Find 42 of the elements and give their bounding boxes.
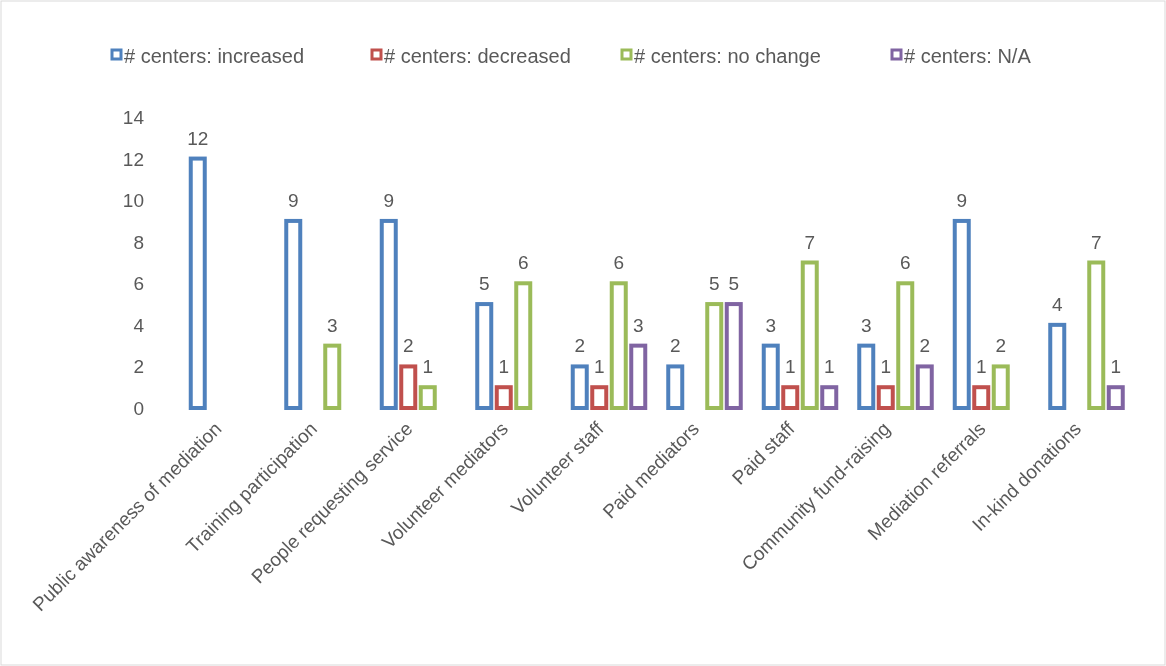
legend-label: # centers: N/A bbox=[904, 45, 1032, 67]
data-label: 2 bbox=[402, 335, 414, 357]
y-tick-label: 2 bbox=[133, 356, 144, 378]
data-label: 1 bbox=[975, 356, 987, 378]
data-label: 2 bbox=[995, 335, 1007, 357]
y-tick-label: 0 bbox=[133, 398, 144, 419]
data-label: 6 bbox=[899, 252, 911, 274]
data-label: 9 bbox=[383, 189, 395, 211]
data-label: 5 bbox=[708, 273, 720, 295]
data-label: 9 bbox=[287, 189, 299, 211]
data-label: 1 bbox=[823, 356, 835, 378]
data-label: 7 bbox=[804, 231, 816, 253]
y-tick-label: 10 bbox=[122, 190, 144, 212]
data-label: 9 bbox=[956, 189, 968, 211]
data-label: 1 bbox=[498, 356, 510, 378]
data-label: 3 bbox=[326, 314, 338, 336]
data-label: 3 bbox=[860, 314, 872, 336]
y-tick-label: 6 bbox=[133, 273, 144, 295]
legend-label: # centers: decreased bbox=[384, 45, 571, 67]
y-tick-label: 4 bbox=[133, 314, 145, 336]
data-label: 12 bbox=[187, 127, 209, 149]
data-label: 1 bbox=[593, 356, 605, 378]
data-label: 1 bbox=[784, 356, 796, 378]
data-label: 3 bbox=[632, 314, 644, 336]
data-label: 2 bbox=[669, 335, 681, 357]
data-label: 2 bbox=[574, 335, 586, 357]
data-label: 5 bbox=[728, 273, 740, 295]
legend-label: # centers: increased bbox=[124, 45, 305, 67]
data-label: 6 bbox=[517, 252, 529, 274]
data-label: 7 bbox=[1090, 231, 1102, 253]
data-label: 1 bbox=[880, 356, 892, 378]
legend-label: # centers: no change bbox=[634, 45, 821, 67]
data-label: 3 bbox=[765, 314, 777, 336]
y-tick-label: 12 bbox=[122, 148, 144, 170]
data-label: 1 bbox=[422, 356, 434, 378]
data-label: 6 bbox=[613, 252, 625, 274]
data-label: 1 bbox=[1110, 356, 1122, 378]
data-label: 2 bbox=[919, 335, 931, 357]
y-tick-label: 8 bbox=[133, 231, 144, 253]
data-label: 5 bbox=[478, 273, 490, 295]
data-label: 4 bbox=[1051, 293, 1063, 315]
y-tick-label: 14 bbox=[122, 107, 145, 128]
